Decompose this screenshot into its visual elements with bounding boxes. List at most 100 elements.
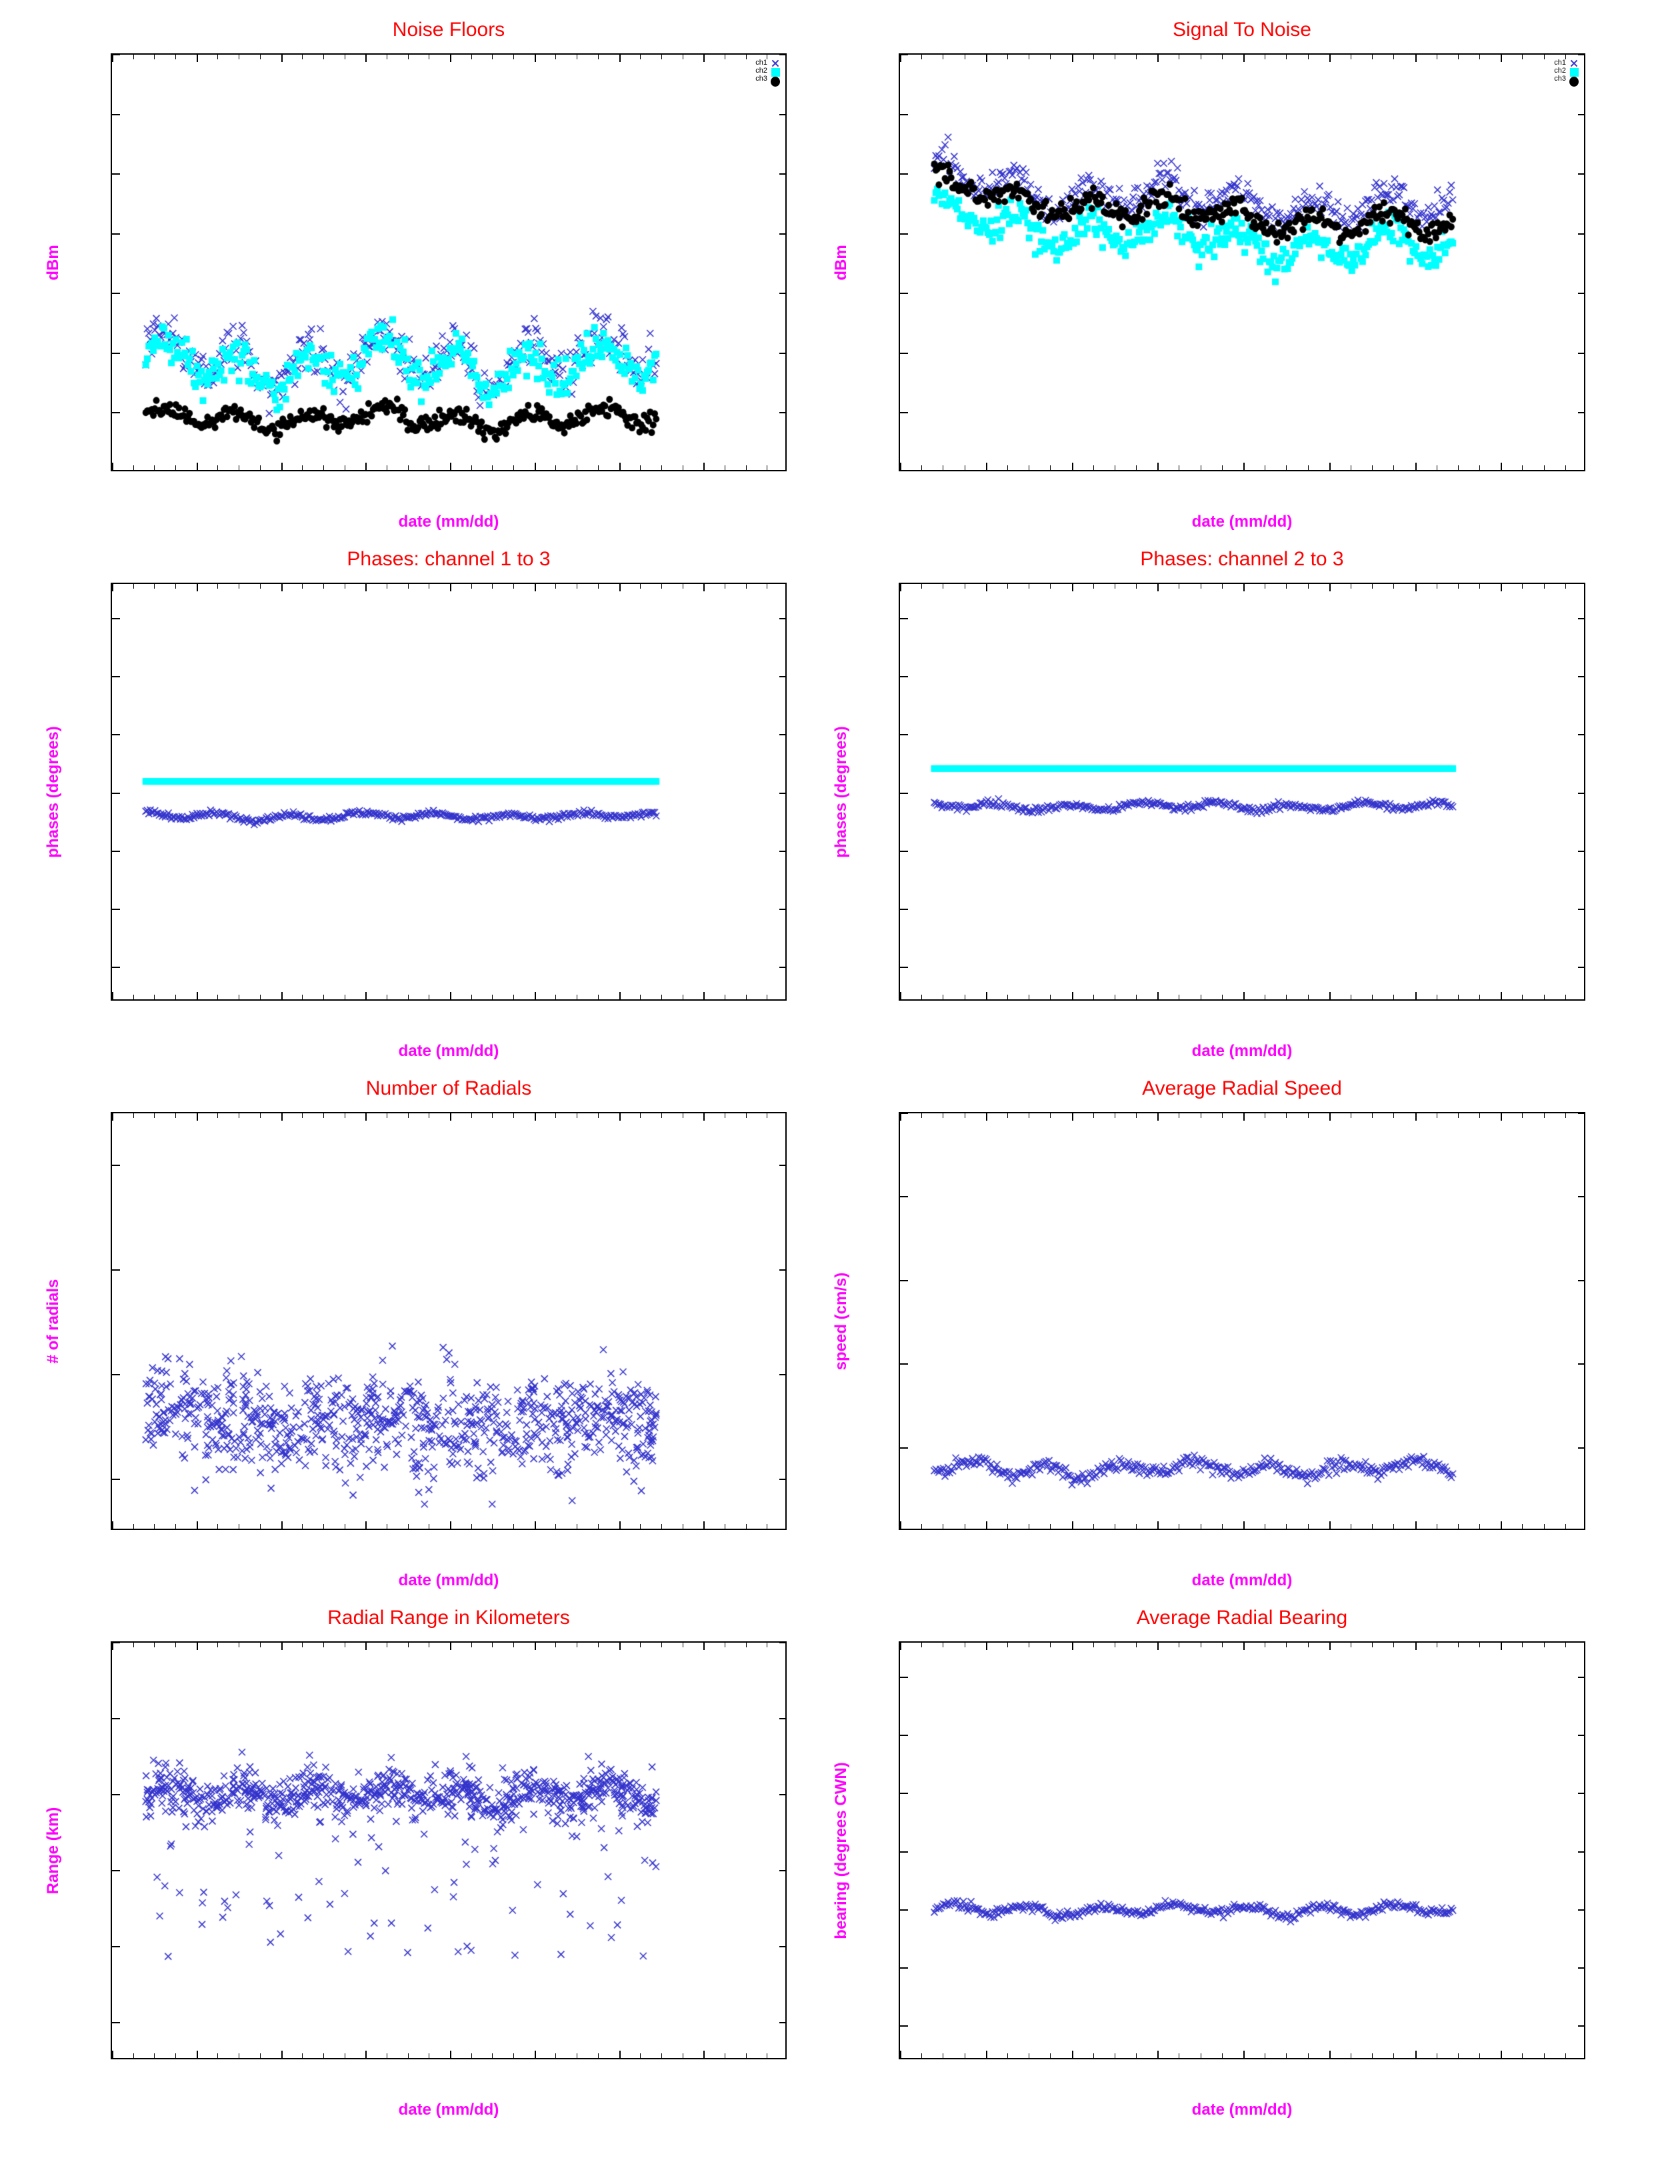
x-tick-minor-top — [133, 55, 134, 59]
y-tick-mark-right — [1578, 908, 1584, 910]
x-tick-minor — [323, 465, 324, 470]
x-tick-mark-top — [1157, 1643, 1159, 1650]
x-axis-label: date (mm/dd) — [398, 513, 499, 531]
x-tick-mark — [112, 992, 113, 999]
x-tick-mark-top — [985, 1113, 987, 1121]
y-tick-mark — [112, 113, 120, 115]
x-tick-mark — [450, 992, 451, 999]
x-tick-mark-top — [1243, 584, 1245, 591]
y-tick-mark-right — [779, 850, 785, 852]
y-tick-mark — [900, 1851, 908, 1853]
x-tick-mark-top — [1243, 55, 1245, 62]
y-tick-mark-right — [779, 792, 785, 794]
y-axis-label: Range (km) — [44, 1807, 62, 1894]
x-tick-minor — [513, 465, 515, 470]
x-tick-minor-top — [921, 584, 923, 589]
x-tick-mark — [1415, 2051, 1417, 2058]
x-tick-minor — [555, 465, 557, 470]
x-tick-minor — [555, 995, 557, 999]
y-tick-mark — [112, 792, 120, 794]
chart-title: Radial Range in Kilometers — [327, 1607, 570, 1629]
x-tick-mark — [1501, 992, 1503, 999]
x-tick-minor — [1136, 2053, 1137, 2058]
x-tick-mark — [534, 463, 536, 470]
x-tick-minor-top — [1007, 1113, 1008, 1118]
x-tick-minor — [1093, 2053, 1094, 2058]
x-tick-minor-top — [1457, 584, 1459, 589]
x-tick-minor — [217, 995, 219, 999]
x-tick-mark-top — [196, 1643, 198, 1650]
x-tick-minor-top — [1393, 584, 1395, 589]
x-tick-mark-top — [1243, 1643, 1245, 1650]
x-tick-minor — [1221, 1524, 1223, 1529]
x-tick-minor-top — [1479, 55, 1481, 59]
x-tick-minor — [259, 465, 261, 470]
x-tick-mark — [1071, 1521, 1073, 1529]
x-tick-minor-top — [154, 1643, 155, 1647]
y-tick-mark-right — [779, 233, 785, 235]
x-tick-minor-top — [1050, 1643, 1051, 1647]
y-tick-mark-right — [1578, 54, 1584, 55]
y-tick-mark-right — [779, 412, 785, 414]
y-tick-mark-right — [1578, 1113, 1584, 1114]
x-tick-minor-top — [1286, 1113, 1287, 1118]
x-tick-minor-top — [1307, 584, 1309, 589]
x-tick-mark-top — [1071, 584, 1073, 591]
y-tick-mark — [112, 233, 120, 235]
y-tick-mark-right — [1578, 1967, 1584, 1969]
x-tick-minor — [1307, 2053, 1309, 2058]
x-tick-minor-top — [513, 55, 515, 59]
y-tick-mark-right — [779, 1478, 785, 1480]
y-tick-mark — [900, 412, 908, 414]
x-tick-mark — [112, 1521, 113, 1529]
x-tick-minor — [640, 995, 641, 999]
x-tick-minor — [513, 2053, 515, 2058]
x-tick-mark-top — [112, 584, 113, 591]
x-tick-minor-top — [323, 1643, 324, 1647]
y-tick-mark — [112, 352, 120, 354]
x-tick-minor — [1093, 995, 1094, 999]
x-tick-minor-top — [407, 55, 409, 59]
x-tick-minor — [1007, 465, 1008, 470]
x-tick-mark-top — [619, 1643, 621, 1650]
x-tick-minor-top — [1307, 1643, 1309, 1647]
x-axis-label: date (mm/dd) — [398, 1042, 499, 1060]
y-tick-mark-right — [1578, 676, 1584, 678]
chart-title: Phases: channel 1 to 3 — [347, 548, 551, 570]
x-tick-minor-top — [1543, 55, 1545, 59]
data-points-signal-to-noise — [900, 55, 1584, 470]
x-tick-mark-top — [365, 1643, 367, 1650]
x-tick-minor — [154, 995, 155, 999]
y-tick-mark — [900, 618, 908, 620]
x-tick-mark — [1415, 463, 1417, 470]
x-tick-minor-top — [1393, 1643, 1395, 1647]
x-tick-minor — [407, 2053, 409, 2058]
x-tick-mark-top — [450, 584, 451, 591]
plot-area-average-radial-bearing: 3002001000-100-200-30007/2607/2707/2807/… — [899, 1641, 1585, 2059]
y-tick-mark — [900, 1677, 908, 1679]
x-tick-minor — [1007, 1524, 1008, 1529]
x-tick-mark — [112, 2051, 113, 2058]
x-tick-minor-top — [471, 584, 472, 589]
x-tick-minor-top — [1372, 1643, 1373, 1647]
x-tick-mark-top — [900, 1643, 901, 1650]
x-tick-mark-top — [112, 1113, 113, 1121]
x-tick-minor — [1543, 1524, 1545, 1529]
x-tick-minor-top — [154, 55, 155, 59]
x-tick-minor-top — [259, 1643, 261, 1647]
y-tick-mark — [112, 1946, 120, 1947]
x-tick-minor-top — [1457, 55, 1459, 59]
x-tick-mark-top — [1415, 55, 1417, 62]
x-tick-minor-top — [1286, 55, 1287, 59]
legend-marker-square-icon — [771, 68, 780, 77]
x-tick-minor-top — [1372, 1113, 1373, 1118]
y-tick-mark-right — [1578, 1677, 1584, 1679]
x-tick-minor-top — [1543, 1643, 1545, 1647]
x-tick-mark — [1329, 2051, 1331, 2058]
x-tick-mark-top — [281, 1113, 283, 1121]
x-tick-minor — [1286, 1524, 1287, 1529]
x-tick-mark-top — [619, 1113, 621, 1121]
x-tick-minor-top — [1221, 55, 1223, 59]
